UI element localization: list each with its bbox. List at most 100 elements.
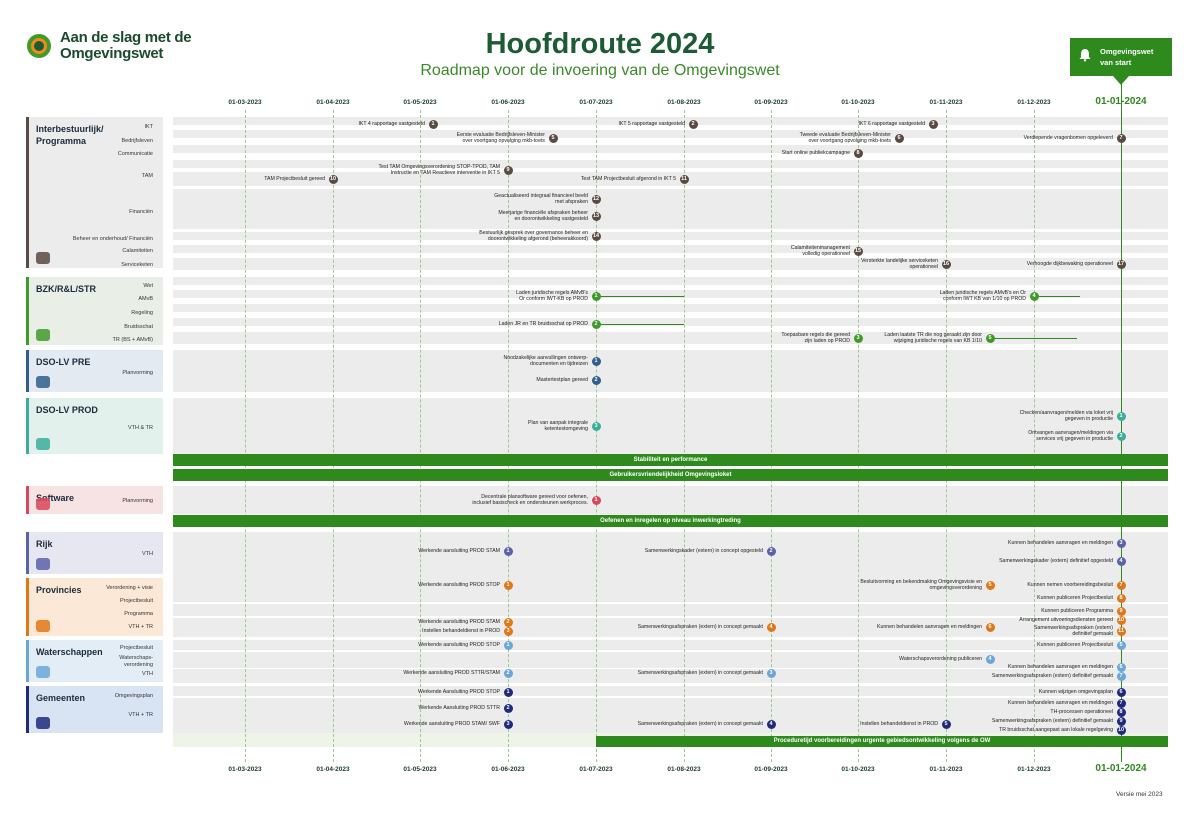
milestone-text: Werkende aansluiting PROD STOP — [418, 582, 500, 588]
lane-title-prov: Provincies — [36, 585, 82, 595]
milestone-marker: 2 — [1116, 431, 1126, 441]
milestone-text: Kunnen behandelen aanvragen en meldingen — [877, 624, 982, 630]
bar-b3: Oefenen en inregelen op niveau inwerking… — [173, 515, 1168, 527]
milestone-text: Laden laatste TR die nog geraakt zijn do… — [884, 332, 982, 338]
milestone-marker: 5 — [941, 719, 951, 729]
sublane-label: verordening — [123, 662, 153, 668]
lane-gem-icon — [36, 717, 50, 729]
bar-b4: Proceduretijd voorbereidingen urgente ge… — [596, 736, 1168, 747]
milestone-text: Samenwerkingsafspraken (extern) in conce… — [637, 624, 763, 630]
sublane-label: VTH + TR — [128, 624, 153, 630]
milestone-marker: 7 — [1116, 698, 1126, 708]
connector-line — [600, 296, 684, 297]
milestone-text-line-2: Instructie en TAM Reactieve interventie … — [390, 170, 500, 176]
logo-line-2: Omgevingswet — [60, 45, 164, 62]
timeline-band — [173, 350, 1168, 392]
milestone-text: Arrangement uitvoeringsdiensten gereed — [1019, 617, 1113, 623]
milestone-marker: 4 — [1116, 556, 1126, 566]
milestone-marker: 5 — [548, 133, 558, 143]
start-flag-line-2: van start — [1100, 58, 1132, 67]
timeline-band — [173, 172, 1168, 186]
milestone-text: Samenwerkingsafspraken (extern) in conce… — [637, 670, 763, 676]
milestone-label: Checken/aanvragen/melden via loket vrij g… — [983, 410, 1113, 422]
month-gridline — [508, 110, 509, 762]
milestone-text-line-2: zijn laden op PROD — [804, 338, 850, 344]
lane-accent-prod — [26, 398, 29, 454]
date-label-top: 01-09-2023 — [754, 99, 788, 106]
milestone-text: Plan van aanpak integrale — [528, 420, 588, 426]
final-date-bottom: 01-01-2024 — [1095, 763, 1147, 774]
milestone-label: Samenwerkingsafspraken (extern) in conce… — [603, 721, 763, 727]
milestone-text: IKT 4 rapportage vastgesteld — [358, 121, 425, 127]
timeline-band — [173, 258, 1168, 270]
milestone-text: Laden juridische regels AMvB's en Or — [939, 290, 1026, 296]
milestone-marker: 7 — [1116, 671, 1126, 681]
date-label-bottom: 01-03-2023 — [228, 766, 262, 773]
milestone-text: TR bruidsschat aangepast aan lokale rege… — [999, 727, 1113, 733]
sublane-label: Regeling — [131, 310, 153, 316]
milestone-text: Werkende aansluiting PROD STAM/ SWF — [403, 721, 500, 727]
milestone-text-line-2: operationeel — [909, 264, 938, 270]
timeline-band — [173, 117, 1168, 125]
milestone-label: Ontvangen aanvragen/meldingen via service… — [993, 430, 1113, 442]
milestone-marker: 1 — [1116, 411, 1126, 421]
milestone-text-line-2: volledig operationeel — [802, 251, 850, 257]
milestone-text: Samenwerkingskader (extern) definitief o… — [999, 558, 1113, 564]
timeline-band — [173, 304, 1168, 312]
sublane-label: VTH & TR — [128, 425, 153, 431]
timeline-band — [173, 669, 1168, 683]
milestone-text: Instellen behandeldienst in PROD — [860, 721, 938, 727]
milestone-marker: 6 — [894, 133, 904, 143]
milestone-marker: 2 — [591, 375, 601, 385]
milestone-marker: 1 — [591, 291, 601, 301]
milestone-text: Waterschapsverordening publiceren — [899, 656, 982, 662]
milestone-label: Werkende aansluiting PROD STAM/ SWF — [370, 721, 500, 727]
date-label-bottom: 01-12-2023 — [1017, 766, 1051, 773]
milestone-label: Besluitvorming en bekendmaking Omgevings… — [822, 579, 982, 591]
milestone-marker: 1 — [503, 546, 513, 556]
milestone-label: Versterkte landelijke serviceketen operat… — [828, 258, 938, 270]
milestone-label: Kunnen behandelen aanvragen en meldingen — [973, 540, 1113, 546]
logo-text: Aan de slag met de Omgevingswet — [60, 30, 192, 62]
milestone-text: Noodzakelijke aanvullingen ontwerp- — [503, 355, 589, 361]
milestone-text: Geactualiseerd integraal financieel beel… — [494, 193, 588, 199]
milestone-text: Kunnen behandelen aanvragen en meldingen — [1008, 540, 1113, 546]
lane-accent-rijk — [26, 532, 29, 574]
connector-line — [1038, 296, 1080, 297]
milestone-marker: 4 — [1029, 291, 1039, 301]
milestone-text: Laden JR en TR bruidsschat op PROD — [498, 321, 588, 327]
milestone-label: Tweede evaluatie Bedrijfsleven-Minister o… — [761, 132, 891, 144]
page-subtitle: Roadmap voor de invoering van de Omgevin… — [420, 62, 780, 79]
milestone-label: Kunnen publiceren Projectbesluit — [993, 595, 1113, 601]
lane-accent-bzk — [26, 277, 29, 345]
lane-title-software: Software — [36, 493, 75, 503]
milestone-label: Samenwerkingsafspraken (extern) definiti… — [953, 673, 1113, 679]
milestone-label: Arrangement uitvoeringsdiensten gereed — [983, 617, 1113, 623]
sublane-label: Bedrijfsleven — [121, 138, 154, 144]
lane-prod-icon — [36, 438, 50, 450]
sublane-label: Programma — [124, 611, 153, 617]
lane-accent-prov — [26, 578, 29, 636]
month-gridline — [245, 110, 246, 762]
milestone-label: Kunnen nemen voorbereidingsbesluit — [983, 582, 1113, 588]
timeline-band — [173, 290, 1168, 298]
sublane-label: VTH — [142, 671, 153, 677]
date-label-bottom: 01-09-2023 — [754, 766, 788, 773]
milestone-marker: 2 — [503, 703, 513, 713]
milestone-text: Samenwerkingsafspraken (extern) — [1033, 625, 1113, 631]
milestone-text-line-2: wijziging juridische regels van KB 1/10 — [893, 338, 982, 344]
milestone-label: Kunnen wijzigen omgevingsplan — [993, 689, 1113, 695]
milestone-text: Decentrale plansoftware gereed voor oefe… — [481, 494, 588, 500]
milestone-text: Ontvangen aanvragen/meldingen via — [1028, 430, 1113, 436]
milestone-marker: 4 — [766, 719, 776, 729]
month-gridline — [1034, 110, 1035, 762]
milestone-marker: 16 — [941, 259, 951, 269]
milestone-text: Instellen behandeldienst in PROD — [422, 628, 500, 634]
lane-rijk-icon — [36, 558, 50, 570]
milestone-marker: 13 — [591, 211, 601, 221]
lane-accent-ib — [26, 117, 29, 268]
milestone-label: Plan van aanpak integrale ketentestomgevi… — [488, 420, 588, 432]
milestone-text: Besluitvorming en bekendmaking Omgevings… — [860, 579, 982, 585]
sublane-label: IKT — [144, 124, 153, 130]
milestone-label: Kunnen publiceren Projectbesluit — [993, 642, 1113, 648]
